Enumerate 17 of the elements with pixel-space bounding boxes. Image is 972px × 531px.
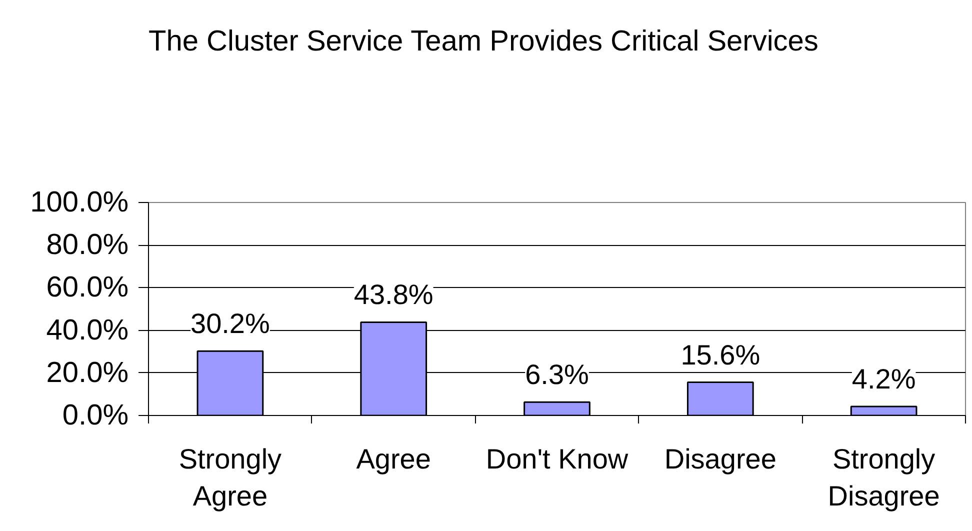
y-tick-label: 20.0% <box>46 356 129 389</box>
x-tick-label: Disagree <box>664 444 776 474</box>
x-tick-label: Strongly Agree <box>178 444 282 512</box>
data-label: 6.3% <box>525 359 589 390</box>
y-tick-label: 60.0% <box>46 272 129 304</box>
x-tick-label: Strongly Disagree <box>828 444 940 512</box>
x-tick-label: Don't Know <box>486 444 629 474</box>
data-label: 43.8% <box>354 279 434 310</box>
y-tick-label: 100.0% <box>30 186 129 218</box>
y-tick-label: 40.0% <box>46 314 129 346</box>
data-label: 4.2% <box>852 364 916 395</box>
chart-title: The Cluster Service Team Provides Critical Services <box>148 26 818 58</box>
x-tick-label: Agree <box>356 444 431 474</box>
y-tick-label: 0.0% <box>62 400 129 432</box>
y-tick-label: 80.0% <box>46 229 129 262</box>
data-label: 30.2% <box>190 308 270 340</box>
data-label: 15.6% <box>680 339 760 370</box>
